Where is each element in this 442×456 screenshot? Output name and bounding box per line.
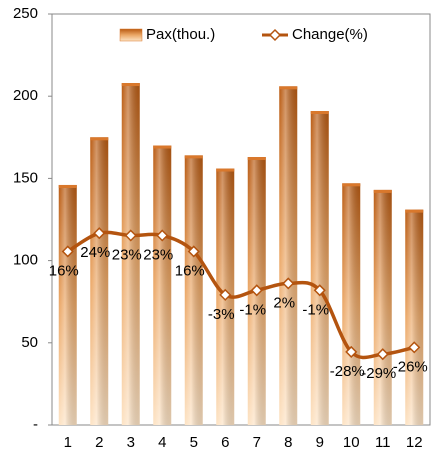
- y-tick-label: -: [33, 416, 38, 433]
- marker: [156, 229, 169, 242]
- x-tick-label: 9: [316, 434, 324, 451]
- y-tick-label: 200: [13, 87, 38, 104]
- bar: [373, 189, 392, 425]
- x-tick-label: 12: [406, 434, 423, 451]
- bar-shade: [90, 137, 109, 426]
- bar: [184, 155, 203, 425]
- bar: [310, 110, 329, 425]
- bar-shade: [279, 86, 298, 425]
- legend-label: Change(%): [292, 26, 368, 43]
- bar-cap: [58, 184, 77, 188]
- bar: [121, 83, 140, 425]
- marker: [376, 348, 389, 361]
- bar-cap: [310, 110, 329, 114]
- data-label: -1%: [239, 301, 266, 318]
- bar-cap: [342, 183, 361, 187]
- y-tick-label: 100: [13, 252, 38, 269]
- bar-cap: [121, 83, 140, 87]
- x-tick-label: 11: [375, 434, 391, 451]
- x-tick-label: 3: [127, 434, 135, 451]
- marker: [408, 341, 421, 354]
- marker: [124, 229, 137, 242]
- bar-shade: [310, 110, 329, 425]
- bar-cap: [153, 145, 172, 149]
- x-tick-label: 7: [253, 434, 261, 451]
- bar-cap: [216, 168, 235, 172]
- x-tick-label: 8: [284, 434, 292, 451]
- y-tick-label: 250: [13, 5, 38, 22]
- legend-label: Pax(thou.): [146, 26, 215, 43]
- plot-frame: [51, 13, 431, 426]
- marker: [282, 277, 295, 290]
- bar-shade: [58, 184, 77, 425]
- bar-cap: [247, 157, 266, 161]
- marker: [93, 227, 106, 240]
- marker: [250, 284, 263, 297]
- bar-cap: [405, 209, 424, 213]
- x-tick-label: 4: [158, 434, 166, 451]
- data-label: 2%: [273, 294, 295, 311]
- bar-shade: [373, 189, 392, 425]
- y-tick-label: 50: [21, 334, 38, 351]
- bar-shade: [342, 183, 361, 425]
- bar: [58, 184, 77, 425]
- data-label: -1%: [302, 301, 329, 318]
- bar: [279, 86, 298, 425]
- bar: [342, 183, 361, 425]
- bar-cap: [90, 137, 109, 141]
- x-tick-label: 6: [221, 434, 229, 451]
- data-label: 23%: [112, 246, 142, 263]
- marker: [61, 245, 74, 258]
- marker: [187, 245, 200, 258]
- bar-cap: [279, 86, 298, 90]
- data-label: -29%: [361, 365, 396, 382]
- x-tick-label: 10: [343, 434, 360, 451]
- bar: [153, 145, 172, 425]
- marker: [219, 288, 232, 301]
- bar-shade: [405, 209, 424, 425]
- bar-cap: [184, 155, 203, 159]
- x-tick-label: 1: [64, 434, 72, 451]
- legend-swatch: [119, 28, 143, 42]
- marker: [345, 345, 358, 358]
- data-label: 24%: [80, 244, 110, 261]
- data-label: -3%: [208, 306, 235, 323]
- bar: [405, 209, 424, 425]
- data-label: -26%: [393, 358, 428, 375]
- x-tick-label: 5: [190, 434, 198, 451]
- bar-shade: [184, 155, 203, 425]
- data-label: 16%: [175, 262, 205, 279]
- legend-marker: [268, 28, 282, 42]
- data-label: 23%: [143, 246, 173, 263]
- bar-shade: [121, 83, 140, 425]
- marker: [313, 284, 326, 297]
- bar-cap: [373, 189, 392, 193]
- data-label: -28%: [330, 363, 365, 380]
- x-tick-label: 2: [95, 434, 103, 451]
- data-label: 16%: [49, 262, 79, 279]
- y-tick-label: 150: [13, 169, 38, 186]
- bar: [90, 137, 109, 426]
- bar-shade: [153, 145, 172, 425]
